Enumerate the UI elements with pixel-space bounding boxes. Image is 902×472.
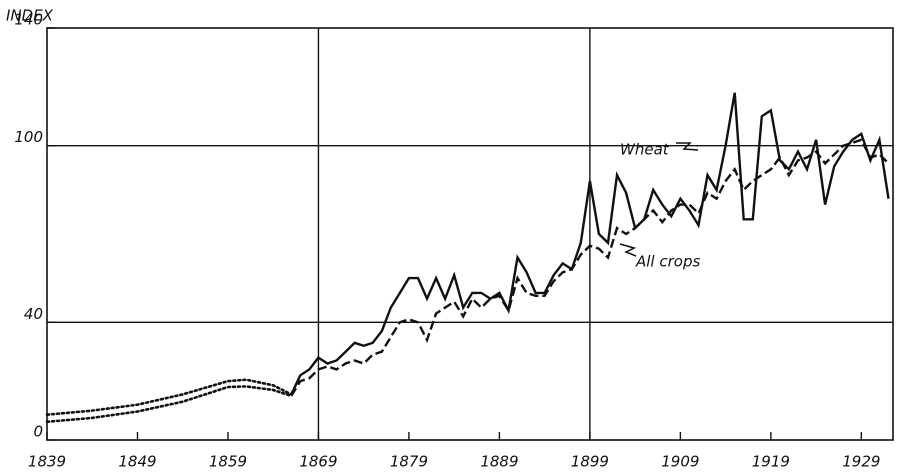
x-tick-label: 1839 <box>28 453 66 471</box>
x-tick-label: 1899 <box>571 453 609 471</box>
series-line <box>45 378 293 416</box>
y-tick-label: 140 <box>14 11 43 29</box>
annotation: Wheat <box>620 141 670 159</box>
y-tick-label: 100 <box>14 128 43 146</box>
x-tick-label: 1849 <box>118 453 156 471</box>
x-tick-label: 1879 <box>390 453 428 471</box>
x-tick-label: 1909 <box>661 453 699 471</box>
annotation-arrow <box>619 243 637 257</box>
series-line <box>45 385 293 424</box>
x-tick-label: 1889 <box>480 453 518 471</box>
y-tick-label: 0 <box>33 423 43 441</box>
x-tick-label: 1929 <box>842 453 880 471</box>
y-tick-label: 40 <box>24 305 43 323</box>
x-tick-label: 1869 <box>299 453 337 471</box>
series-line <box>290 92 890 395</box>
y-axis-label: INDEX <box>6 7 54 25</box>
x-tick-label: 1919 <box>752 453 790 471</box>
plot-frame <box>46 27 894 441</box>
annotation: All crops <box>635 253 700 271</box>
series-line <box>290 138 890 397</box>
annotation-arrow <box>676 142 699 151</box>
x-tick-label: 1859 <box>209 453 247 471</box>
